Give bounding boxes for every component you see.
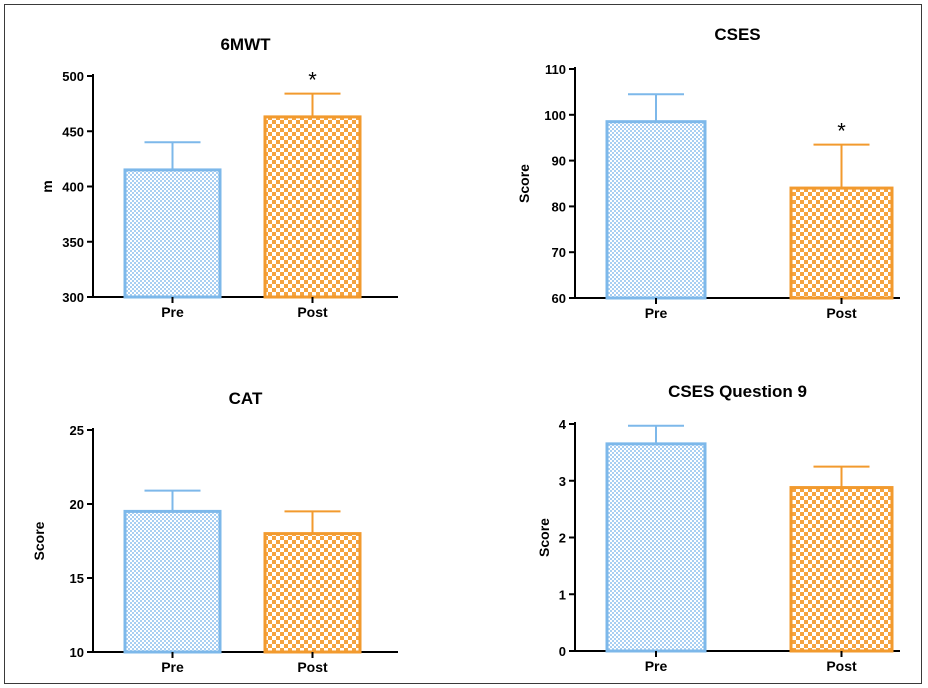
y-axis-label: Score bbox=[516, 164, 532, 203]
x-tick-label-pre: Pre bbox=[161, 304, 184, 320]
x-tick-label-post: Post bbox=[297, 304, 328, 320]
chart-title: 6MWT bbox=[220, 35, 271, 54]
y-tick-label: 3 bbox=[559, 474, 566, 489]
bar-post bbox=[263, 115, 362, 299]
y-tick-label: 20 bbox=[70, 497, 84, 512]
chart-panel-1: 6MWT m 300 350 400 450 500 Pre Post * bbox=[39, 35, 398, 320]
chart-panel-2: CSES Score 60 70 80 90 100 110 Pre Post * bbox=[516, 25, 900, 321]
y-tick-label: 4 bbox=[559, 417, 567, 432]
y-tick-label: 450 bbox=[62, 124, 84, 139]
x-tick-label-post: Post bbox=[297, 659, 328, 675]
x-tick-label-pre: Pre bbox=[161, 659, 184, 675]
bar-post bbox=[789, 186, 894, 300]
y-tick-label: 350 bbox=[62, 235, 84, 250]
y-tick-label: 70 bbox=[552, 245, 566, 260]
chart-title: CSES Question 9 bbox=[668, 382, 807, 401]
y-tick-label: 25 bbox=[70, 423, 84, 438]
y-tick-label: 500 bbox=[62, 69, 84, 84]
y-tick-label: 1 bbox=[559, 587, 566, 602]
significance-marker: * bbox=[837, 119, 846, 144]
chart-title: CSES bbox=[714, 25, 760, 44]
y-axis-label: m bbox=[39, 180, 55, 192]
y-tick-label: 100 bbox=[544, 108, 566, 123]
y-axis-label: Score bbox=[31, 521, 47, 560]
y-tick-label: 15 bbox=[70, 571, 84, 586]
x-tick-label-pre: Pre bbox=[645, 658, 668, 674]
bar-pre bbox=[605, 120, 707, 300]
y-tick-label: 60 bbox=[552, 291, 566, 306]
y-tick-label: 2 bbox=[559, 531, 566, 546]
bar-pre bbox=[605, 442, 707, 653]
y-tick-label: 110 bbox=[545, 62, 566, 77]
bar-pre bbox=[123, 168, 222, 299]
y-tick-label: 0 bbox=[559, 644, 566, 659]
y-tick-label: 400 bbox=[62, 180, 84, 195]
x-tick-label-post: Post bbox=[826, 658, 857, 674]
chart-title: CAT bbox=[229, 389, 263, 408]
y-tick-label: 90 bbox=[552, 154, 566, 169]
x-tick-label-post: Post bbox=[826, 305, 857, 321]
y-axis-label: Score bbox=[536, 518, 552, 557]
bar-pre bbox=[123, 509, 222, 654]
y-tick-label: 300 bbox=[62, 290, 84, 305]
chart-panel-4: CSES Question 9 Score 0 1 2 3 4 Pre Post bbox=[536, 382, 900, 674]
y-tick-label: 10 bbox=[70, 645, 84, 660]
y-tick-label: 80 bbox=[552, 199, 566, 214]
bar-post bbox=[263, 532, 362, 654]
x-tick-label-pre: Pre bbox=[645, 305, 668, 321]
bar-post bbox=[789, 486, 894, 653]
chart-panel-3: CAT Score 10 15 20 25 Pre Post bbox=[31, 389, 398, 675]
significance-marker: * bbox=[308, 68, 317, 93]
